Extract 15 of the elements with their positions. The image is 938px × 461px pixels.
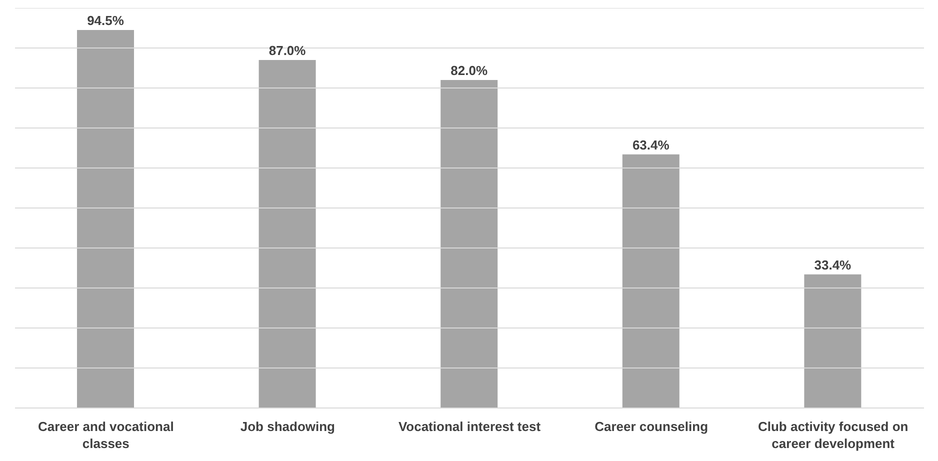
bar <box>440 80 498 408</box>
bar <box>258 60 316 408</box>
data-label: 94.5% <box>87 13 124 28</box>
x-tick-label: Vocational interest test <box>398 419 542 434</box>
x-tick-label: Club activity focused on career development <box>758 419 908 452</box>
bar <box>622 154 680 408</box>
data-label: 33.4% <box>814 257 852 272</box>
data-label: 87.0% <box>268 43 306 58</box>
data-label: 63.4% <box>632 137 670 152</box>
bar <box>804 274 862 408</box>
x-tick-label: Job shadowing <box>240 419 336 434</box>
x-tick-label: Career and vocational classes <box>38 419 174 452</box>
x-tick-label: Career counseling <box>594 419 708 434</box>
bar <box>77 30 134 408</box>
data-label: 82.0% <box>450 63 488 78</box>
